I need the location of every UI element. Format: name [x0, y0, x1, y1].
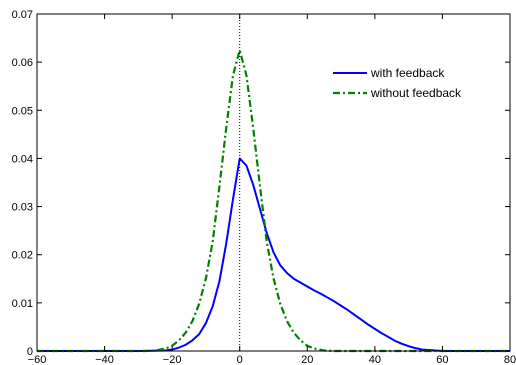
x-tick-label: 20	[301, 354, 313, 365]
y-tick-label: 0.04	[12, 153, 33, 165]
x-tick-label: −20	[163, 354, 182, 365]
x-tick-label: 80	[504, 354, 516, 365]
series-line-1	[37, 157, 510, 352]
x-tick-label: −60	[28, 354, 47, 365]
ticks-layer: −60 −40 −20 0 20 40 60 80 0 0.01 0.02 0.03 0.04 0.05 0…	[12, 9, 516, 365]
y-tick-label: 0.07	[12, 9, 33, 21]
y-tick-label: 0.02	[12, 250, 33, 262]
y-tick-label: 0	[27, 346, 33, 358]
y-tick-label: 0.05	[12, 105, 33, 117]
y-tick-label: 0.03	[12, 202, 33, 214]
legend-label-1: with feedback	[370, 66, 445, 80]
y-tick-label: 0.06	[12, 57, 33, 69]
series-line-2	[37, 49, 510, 353]
x-tick-label: 60	[436, 354, 448, 365]
series-layer	[37, 49, 510, 353]
legend-label-2: without feedback	[370, 86, 462, 100]
x-tick-label: −40	[95, 354, 114, 365]
legend: with feedback without feedback	[333, 66, 462, 100]
x-tick-label: 40	[369, 354, 381, 365]
y-tick-label: 0.01	[12, 298, 33, 310]
axes-box	[36, 13, 511, 352]
x-tick-label: 0	[237, 354, 243, 365]
